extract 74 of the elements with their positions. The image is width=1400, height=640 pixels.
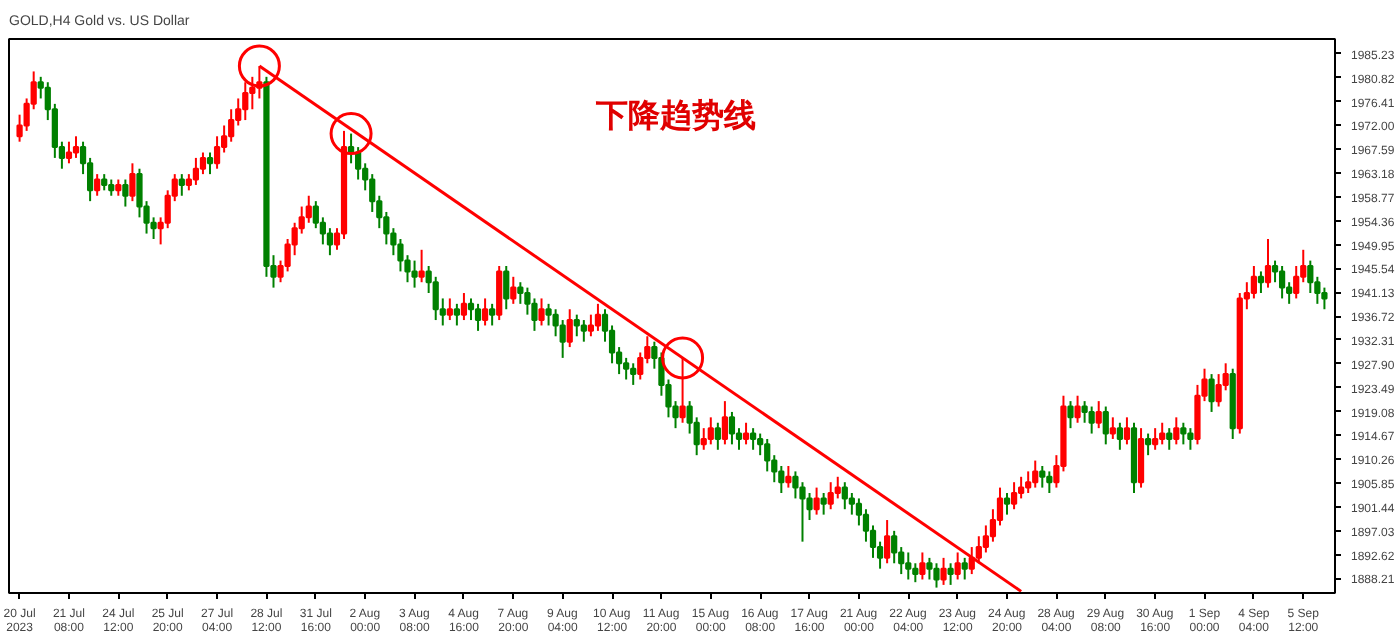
candlestick bbox=[630, 362, 637, 386]
candlestick bbox=[933, 562, 940, 589]
candlestick bbox=[411, 259, 418, 289]
candlestick bbox=[1010, 481, 1018, 511]
candlestick bbox=[961, 556, 968, 581]
candlestick bbox=[566, 308, 573, 349]
candlestick bbox=[1180, 421, 1187, 446]
candlestick bbox=[905, 551, 912, 581]
candlestick bbox=[1116, 421, 1123, 451]
candlestick bbox=[1187, 427, 1194, 451]
candlestick bbox=[446, 297, 453, 322]
candlestick bbox=[1159, 421, 1166, 446]
candlestick bbox=[1109, 416, 1116, 440]
candlestick bbox=[1123, 416, 1131, 446]
candlestick bbox=[510, 275, 517, 305]
candlestick bbox=[594, 302, 602, 332]
point bbox=[237, 44, 281, 88]
candlestick bbox=[1003, 492, 1011, 516]
candlestick bbox=[1264, 237, 1272, 289]
candlestick bbox=[1032, 459, 1039, 489]
candlestick bbox=[954, 551, 961, 581]
candlestick bbox=[1074, 394, 1081, 424]
candlestick bbox=[947, 562, 954, 586]
candlestick bbox=[72, 135, 80, 159]
candlestick bbox=[418, 248, 425, 284]
candlestick bbox=[919, 551, 926, 581]
candlestick bbox=[785, 464, 792, 489]
candlestick bbox=[1039, 464, 1046, 489]
candlestick bbox=[122, 178, 129, 208]
candlestick bbox=[1102, 405, 1109, 446]
candlestick bbox=[206, 151, 214, 176]
candlestick bbox=[1144, 432, 1152, 457]
candlestick bbox=[1088, 405, 1095, 435]
annotation: 下降趋势线 bbox=[593, 97, 756, 134]
candlestick bbox=[926, 556, 933, 581]
candlestick bbox=[1173, 416, 1180, 446]
candlestick bbox=[1166, 427, 1173, 451]
candlestick bbox=[707, 416, 714, 446]
candlestick bbox=[481, 297, 489, 327]
candlestick bbox=[1137, 427, 1145, 489]
candlestick bbox=[884, 519, 891, 565]
candlestick bbox=[129, 162, 136, 203]
candlestick bbox=[538, 297, 545, 327]
candlestick bbox=[489, 302, 496, 327]
candlestick bbox=[474, 302, 482, 332]
candlestick bbox=[453, 302, 460, 327]
candlestick bbox=[192, 156, 200, 186]
candlestick bbox=[1152, 427, 1159, 451]
candlestick bbox=[460, 292, 468, 322]
candlestick bbox=[750, 427, 757, 451]
candlestick bbox=[496, 265, 503, 322]
candlestick bbox=[580, 319, 587, 343]
candlestick bbox=[940, 556, 947, 586]
candlestick bbox=[827, 481, 834, 511]
candlestick bbox=[503, 265, 510, 311]
candlestick bbox=[1257, 270, 1265, 295]
candlestick bbox=[841, 481, 848, 511]
candlestick bbox=[1278, 265, 1286, 300]
candlestick bbox=[728, 410, 736, 446]
candlestick bbox=[1095, 400, 1102, 430]
candlestick bbox=[573, 313, 580, 338]
candlestick bbox=[721, 400, 729, 446]
candlestick bbox=[1067, 400, 1074, 430]
candlestick bbox=[714, 421, 721, 451]
candlestick bbox=[1208, 373, 1215, 413]
candlestick bbox=[820, 492, 827, 516]
point bbox=[661, 336, 705, 380]
point bbox=[329, 112, 373, 156]
candlestick bbox=[65, 140, 73, 165]
candlestick bbox=[178, 173, 185, 197]
candlestick bbox=[742, 421, 750, 446]
candlestick bbox=[1046, 470, 1053, 495]
candlestick bbox=[94, 173, 101, 197]
candlestick bbox=[813, 486, 820, 516]
